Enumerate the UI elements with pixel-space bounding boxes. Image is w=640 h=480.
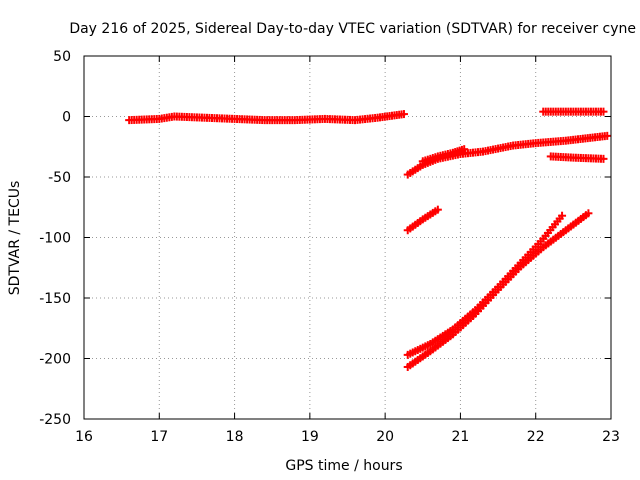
plot-frame xyxy=(83,55,612,420)
y-tick-label: -100 xyxy=(39,231,71,247)
y-tick-label: -50 xyxy=(48,170,71,186)
x-tick-label: 17 xyxy=(150,429,168,445)
x-tick-label: 19 xyxy=(301,429,319,445)
x-tick-label: 18 xyxy=(226,429,244,445)
y-tick-label: 50 xyxy=(53,49,71,65)
grid-lines xyxy=(84,56,611,419)
y-tick-label: -250 xyxy=(39,412,71,428)
chart-title: Day 216 of 2025, Sidereal Day-to-day VTE… xyxy=(69,21,636,37)
axis-ticks: 16 17 18 19 20 21 22 23 -250 -200 -150 -100 -50 0 50 xyxy=(39,49,620,445)
x-axis-label: GPS time / hours xyxy=(285,458,402,474)
y-tick-label: 0 xyxy=(62,110,71,126)
x-tick-label: 22 xyxy=(527,429,545,445)
data-series-8 xyxy=(403,209,593,371)
data-series-4 xyxy=(539,107,608,116)
x-tick-label: 23 xyxy=(602,429,620,445)
data-series-7 xyxy=(403,211,567,359)
data-series xyxy=(125,107,612,371)
y-tick-label: -200 xyxy=(39,352,71,368)
data-series-5 xyxy=(546,152,608,163)
data-series-3 xyxy=(418,145,469,166)
y-axis-label: SDTVAR / TECUs xyxy=(7,181,23,296)
x-tick-label: 21 xyxy=(452,429,470,445)
data-series-1 xyxy=(125,110,408,125)
x-tick-label: 16 xyxy=(75,429,93,445)
y-tick-label: -150 xyxy=(39,291,71,307)
data-series-6 xyxy=(403,205,442,235)
x-tick-label: 20 xyxy=(376,429,394,445)
